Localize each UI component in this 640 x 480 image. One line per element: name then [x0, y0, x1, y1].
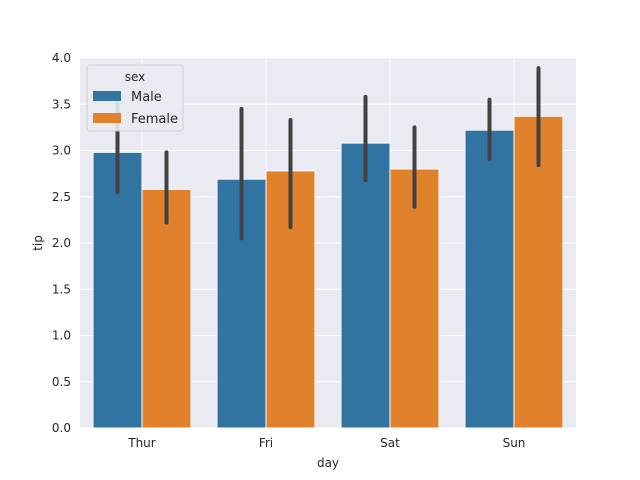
bar-female-thur — [141, 188, 192, 429]
y-axis-label: tip — [31, 235, 45, 251]
y-axis-ticks: 0.0 0.5 1.0 1.5 2.0 2.5 3.0 3.5 4.0 — [52, 51, 71, 435]
y-tick-label: 1.5 — [52, 282, 71, 296]
bar-female-sun — [513, 115, 564, 429]
x-axis-label: day — [317, 456, 339, 470]
legend-label-male: Male — [131, 90, 162, 105]
y-tick-label: 1.0 — [52, 329, 71, 343]
error-bars — [115, 66, 541, 241]
legend-label-female: Female — [131, 112, 178, 127]
y-tick-label: 3.0 — [52, 144, 71, 158]
x-tick-label: Sun — [503, 436, 526, 450]
y-tick-label: 3.5 — [52, 97, 71, 111]
x-tick-label: Thur — [127, 436, 156, 450]
bar-male-sun — [464, 129, 515, 429]
y-tick-label: 0.5 — [52, 375, 71, 389]
bar-female-sat — [389, 168, 440, 429]
legend: sex Male Female — [86, 64, 184, 132]
y-tick-label: 4.0 — [52, 51, 71, 65]
legend-swatch-male — [93, 91, 121, 101]
x-axis-ticks: Thur Fri Sat Sun — [127, 436, 525, 450]
legend-swatch-female — [93, 113, 121, 123]
legend-title: sex — [125, 70, 146, 84]
y-tick-label: 2.5 — [52, 190, 71, 204]
y-tick-label: 2.0 — [52, 236, 71, 250]
x-tick-label: Sat — [380, 436, 400, 450]
x-tick-label: Fri — [259, 436, 273, 450]
bar-male-fri — [216, 178, 267, 429]
bar-male-thur — [92, 151, 143, 429]
bar-male-sat — [340, 142, 391, 429]
y-tick-label: 0.0 — [52, 421, 71, 435]
